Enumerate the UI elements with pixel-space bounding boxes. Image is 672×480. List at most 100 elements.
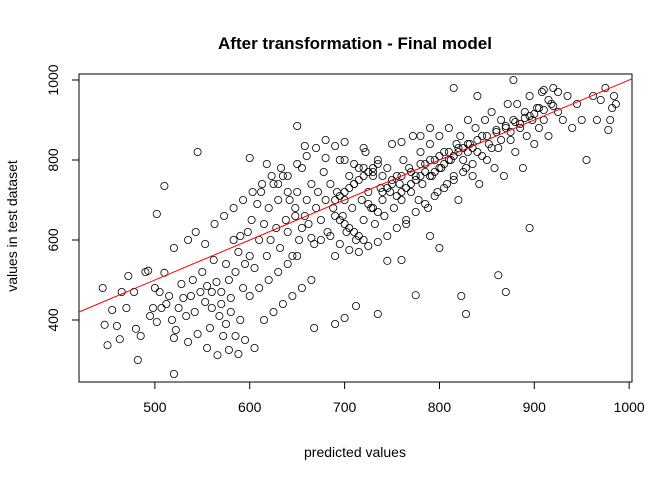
- data-point: [497, 116, 506, 125]
- data-point: [463, 116, 472, 125]
- data-point: [250, 263, 259, 272]
- data-point: [418, 179, 427, 188]
- data-point: [335, 191, 344, 200]
- data-point: [501, 287, 510, 296]
- data-point: [359, 171, 368, 180]
- data-point: [435, 131, 444, 140]
- data-point: [340, 219, 349, 228]
- data-point: [224, 275, 233, 284]
- data-point: [539, 106, 548, 115]
- data-point: [370, 219, 379, 228]
- data-point: [345, 245, 354, 254]
- data-point: [383, 163, 392, 172]
- data-point: [424, 203, 433, 212]
- data-point: [283, 227, 292, 236]
- data-point: [316, 235, 325, 244]
- data-point: [368, 171, 377, 180]
- data-point: [338, 211, 347, 220]
- data-point: [487, 108, 496, 117]
- data-point: [201, 239, 210, 248]
- data-point: [217, 299, 226, 308]
- data-point: [611, 100, 620, 109]
- data-point: [326, 179, 335, 188]
- y-tick-label: 800: [45, 148, 61, 172]
- data-point: [535, 104, 544, 113]
- data-point: [229, 203, 238, 212]
- data-point: [307, 275, 316, 284]
- data-point: [511, 147, 520, 156]
- data-point: [399, 155, 408, 164]
- data-point: [350, 179, 359, 188]
- data-point: [283, 187, 292, 196]
- data-point: [482, 155, 491, 164]
- data-point: [278, 299, 287, 308]
- data-point: [430, 191, 439, 200]
- data-point: [221, 259, 230, 268]
- data-point: [157, 303, 166, 312]
- data-point: [368, 203, 377, 212]
- data-point: [435, 163, 444, 172]
- data-point: [258, 179, 267, 188]
- data-point: [240, 335, 249, 344]
- plot-frame: [78, 73, 633, 383]
- data-point: [300, 211, 309, 220]
- data-point: [457, 291, 466, 300]
- data-point: [144, 266, 153, 275]
- data-point: [297, 283, 306, 292]
- data-point: [368, 167, 377, 176]
- data-point: [414, 195, 423, 204]
- data-point: [454, 195, 463, 204]
- data-point: [193, 329, 202, 338]
- data-point: [213, 351, 222, 360]
- data-point: [236, 315, 245, 324]
- data-point: [171, 325, 180, 334]
- data-point: [416, 147, 425, 156]
- data-point: [342, 227, 351, 236]
- data-point: [387, 175, 396, 184]
- data-point: [323, 227, 332, 236]
- data-point: [525, 92, 534, 101]
- data-point: [231, 267, 240, 276]
- data-point: [345, 171, 354, 180]
- data-point: [487, 143, 496, 152]
- data-point: [452, 139, 461, 148]
- data-point: [501, 122, 510, 131]
- data-point: [433, 187, 442, 196]
- data-point: [182, 311, 191, 320]
- data-point: [535, 124, 544, 133]
- data-point: [340, 137, 349, 146]
- data-point: [373, 159, 382, 168]
- data-point: [406, 167, 415, 176]
- data-point: [364, 241, 373, 250]
- data-point: [473, 147, 482, 156]
- data-point: [234, 247, 243, 256]
- y-axis: 400 600 800 1000: [45, 64, 80, 332]
- data-point: [427, 171, 436, 180]
- data-point: [442, 179, 451, 188]
- data-point: [425, 139, 434, 148]
- data-point: [253, 199, 262, 208]
- x-tick-label: 500: [143, 399, 167, 415]
- data-point: [509, 76, 518, 85]
- data-point: [255, 283, 264, 292]
- data-point: [203, 343, 212, 352]
- data-point: [354, 247, 363, 256]
- x-axis: 500 600 700 800 900 1000: [143, 381, 645, 415]
- data-point: [539, 86, 548, 95]
- data-point: [425, 171, 434, 180]
- data-point: [461, 309, 470, 318]
- data-point: [177, 279, 186, 288]
- data-point: [402, 183, 411, 192]
- data-point: [331, 319, 340, 328]
- data-point: [264, 275, 273, 284]
- data-point: [332, 187, 341, 196]
- data-point: [312, 143, 321, 152]
- data-point: [392, 223, 401, 232]
- scatter-points: [98, 76, 620, 378]
- data-point: [397, 187, 406, 196]
- data-point: [480, 116, 489, 125]
- data-point: [544, 96, 553, 105]
- data-point: [300, 141, 309, 150]
- data-point: [169, 369, 178, 378]
- data-point: [264, 203, 273, 212]
